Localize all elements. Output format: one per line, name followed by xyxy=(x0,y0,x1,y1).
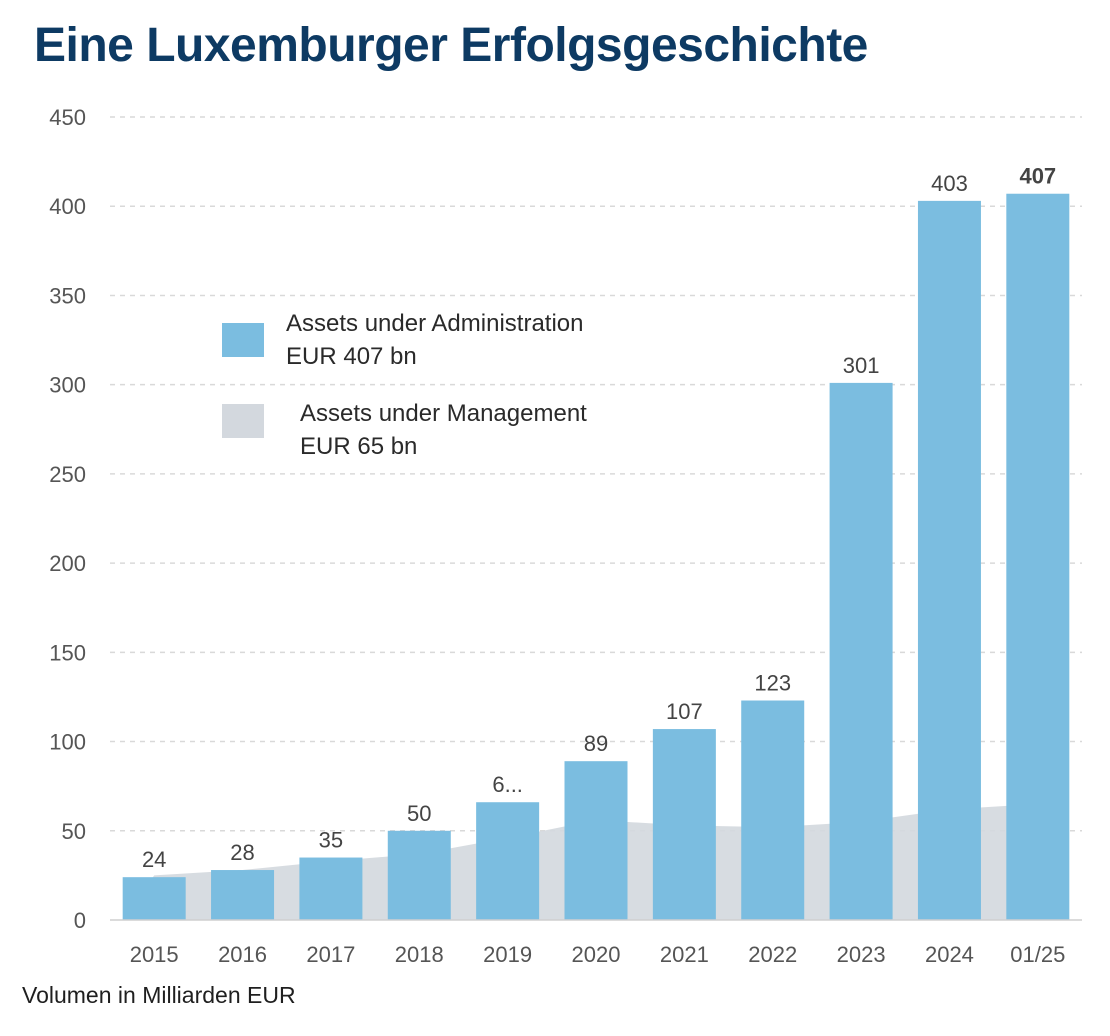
y-tick-label: 200 xyxy=(49,551,86,576)
legend-sublabel-aua: EUR 407 bn xyxy=(286,343,417,370)
y-tick-label: 400 xyxy=(49,194,86,219)
bar-value-label: 35 xyxy=(319,828,343,853)
legend-label-aua: Assets under Administration xyxy=(286,310,583,337)
y-tick-label: 300 xyxy=(49,373,86,398)
chart: 24 28 35 50 6... 89 107 123 301 403 407 0 50 100 150 2… xyxy=(49,105,1082,967)
aua-bar xyxy=(917,200,981,920)
x-tick-label: 2019 xyxy=(483,942,532,967)
aua-bar xyxy=(122,877,186,920)
aua-bar xyxy=(211,870,275,920)
aua-bar xyxy=(741,700,805,920)
bar-value-label: 123 xyxy=(754,671,791,696)
legend-sublabel-aum: EUR 65 bn xyxy=(300,433,417,460)
x-tick-label: 01/25 xyxy=(1010,942,1065,967)
y-tick-label: 350 xyxy=(49,283,86,308)
bar-value-label: 107 xyxy=(666,699,703,724)
aua-bar xyxy=(299,857,363,920)
aua-bar xyxy=(476,802,540,920)
aua-bar xyxy=(387,830,451,920)
bar-value-label: 24 xyxy=(142,847,166,872)
x-tick-label: 2018 xyxy=(395,942,444,967)
x-tick-label: 2017 xyxy=(306,942,355,967)
aua-bar xyxy=(564,761,628,920)
legend-swatch-aum xyxy=(222,404,264,438)
bar-value-label: 89 xyxy=(584,731,608,756)
y-tick-label: 0 xyxy=(74,908,86,933)
x-tick-label: 2021 xyxy=(660,942,709,967)
bar-value-label: 50 xyxy=(407,801,431,826)
bar-value-label: 403 xyxy=(931,171,968,196)
footer-note: Volumen in Milliarden EUR xyxy=(22,982,296,1008)
bar-value-label: 28 xyxy=(230,840,254,865)
x-tick-label: 2020 xyxy=(572,942,621,967)
legend: Assets under Administration EUR 407 bn Ass… xyxy=(222,310,587,460)
bar-value-label: 301 xyxy=(843,353,880,378)
chart-title: Eine Luxemburger Erfolgsgeschichte xyxy=(34,19,868,72)
y-tick-label: 150 xyxy=(49,640,86,665)
x-tick-label: 2016 xyxy=(218,942,267,967)
aua-bar xyxy=(652,729,716,920)
y-tick-label: 250 xyxy=(49,462,86,487)
label-layer: 24 28 35 50 6... 89 107 123 301 403 407 xyxy=(142,164,1056,872)
x-tick-label: 2024 xyxy=(925,942,974,967)
x-tick-label: 2015 xyxy=(130,942,179,967)
y-tick-label: 450 xyxy=(49,105,86,130)
bar-value-label: 407 xyxy=(1019,164,1056,189)
legend-swatch-aua xyxy=(222,323,264,357)
x-tick-label: 2023 xyxy=(837,942,886,967)
legend-label-aum: Assets under Management xyxy=(300,400,587,427)
aua-bar xyxy=(829,382,893,921)
x-tick-label: 2022 xyxy=(748,942,797,967)
y-tick-label: 50 xyxy=(62,819,86,844)
y-tick-label: 100 xyxy=(49,730,86,755)
bar-value-label: 6... xyxy=(492,772,523,797)
aua-bar xyxy=(1006,193,1070,921)
bar-layer xyxy=(122,193,1070,921)
